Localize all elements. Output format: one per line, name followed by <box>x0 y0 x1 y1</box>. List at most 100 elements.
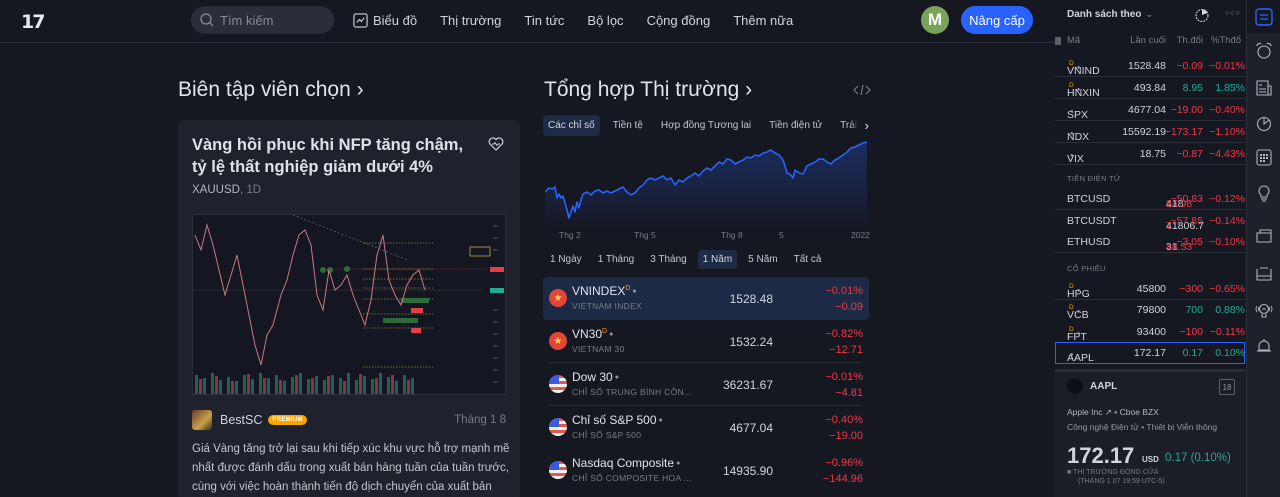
alarm-clock-icon[interactable] <box>1254 41 1274 61</box>
tradingview-logo[interactable]: 17 <box>21 11 45 33</box>
embed-code-icon[interactable] <box>853 83 871 97</box>
quote-row-dow30[interactable]: Dow 30 ● CHỈ SỐ TRUNG BÌNH CÔN... 36231.6… <box>543 363 869 406</box>
nav-more[interactable]: Thêm nữa <box>733 12 794 28</box>
quote-row-nasdaq[interactable]: Nasdaq Composite ● CHỈ SỐ COMPOSITE HOA .… <box>543 449 869 492</box>
resize-handle[interactable] <box>1055 37 1061 45</box>
apple-logo-icon <box>1067 378 1083 394</box>
vietnam-flag-icon: ★ <box>549 289 567 307</box>
more-options-icon[interactable]: ○○○ <box>1225 10 1241 17</box>
us-flag-icon <box>549 418 567 436</box>
idea-bulb-icon[interactable] <box>1254 183 1274 203</box>
editors-pick-title[interactable]: Biên tập viên chọn › <box>178 78 364 101</box>
author-name[interactable]: BestSC <box>220 413 263 427</box>
calendar-icon[interactable] <box>1254 147 1274 167</box>
range-all[interactable]: Tất cả <box>793 253 822 265</box>
svg-text:000: 000 <box>493 320 498 324</box>
quote-row-spx[interactable]: Chỉ số S&P 500 ● CHỈ SỐ S&P 500 4677.04 −… <box>543 406 869 449</box>
quote-name: VN30D ● <box>572 327 614 341</box>
top-header: 17 Biểu đồ Thị trường Tin tức Bộ lọc Cộn… <box>0 0 1055 43</box>
chat-icon[interactable] <box>1254 226 1274 246</box>
tab-indices[interactable]: Các chỉ số <box>543 114 600 136</box>
nav-chart[interactable]: Biểu đồ <box>353 13 417 28</box>
section-crypto[interactable]: TIỀN ĐIỆN TỬ <box>1067 174 1121 183</box>
range-3m[interactable]: 3 Tháng <box>650 253 687 265</box>
svg-text:000: 000 <box>493 248 498 252</box>
nav-markets[interactable]: Thị trường <box>440 12 502 28</box>
upgrade-button[interactable]: Nâng cấp <box>961 6 1033 34</box>
watchlist-row-vcb[interactable]: VCB D ● 79800 700 0.88% <box>1067 304 1245 321</box>
watchlist-row-aapl[interactable]: AAPL ● 172.17 0.17 0.10% <box>1055 342 1245 364</box>
tab-futures[interactable]: Hợp đồng Tương lai <box>660 119 752 131</box>
panel-resize-divider[interactable] <box>1055 369 1245 372</box>
quote-pct: −0.82% <box>825 328 863 340</box>
watchlist-row-hnxin[interactable]: HNXIN D ● 493.84 8.95 1.85% <box>1055 77 1245 99</box>
main-nav: Biểu đồ Thị trường Tin tức Bộ lọc Cộng đ… <box>353 0 816 40</box>
watchlist-row-btcusd[interactable]: BTCUSD 418 24.98 −50.83 −0.12% <box>1055 188 1245 210</box>
watchlist-row-ndx[interactable]: NDX ● 15592.19 −173.17 −1.10% <box>1055 121 1245 143</box>
notifications-bell-icon[interactable] <box>1254 336 1274 356</box>
nav-news[interactable]: Tin tức <box>524 12 565 28</box>
section-stocks[interactable]: CỔ PHIẾU <box>1067 264 1106 273</box>
quote-desc: CHỈ SỐ TRUNG BÌNH CÔN... <box>572 387 692 397</box>
streams-icon[interactable] <box>1254 300 1274 320</box>
range-5y[interactable]: 5 Năm <box>748 253 778 265</box>
divider <box>549 362 863 363</box>
idea-symbol-ticker: XAUUSD <box>192 184 240 196</box>
col-change-pct[interactable]: %Thđổ <box>1210 35 1241 46</box>
idea-chart-thumbnail[interactable]: 000 000 000 000 000 000 000 000 000 000 <box>192 214 506 395</box>
news-icon[interactable] <box>1254 78 1274 98</box>
nav-screeners[interactable]: Bộ lọc <box>587 12 624 28</box>
tab-crypto[interactable]: Tiền điện tử <box>769 119 823 131</box>
market-status: ■ THỊ TRƯỜNG ĐÓNG CỬA <box>1067 469 1159 476</box>
boost-heart-icon[interactable] <box>488 137 504 151</box>
watchlist-row-spx[interactable]: SPX ● 4677.04 −19.00 −0.40% <box>1055 99 1245 121</box>
watchlist-row-vnind[interactable]: VNIND D ● 1528.48 −0.09 −0.01% <box>1055 55 1245 77</box>
quote-last: 1532.24 <box>729 335 773 349</box>
svg-text:000: 000 <box>493 356 498 360</box>
author-avatar[interactable] <box>192 410 212 430</box>
search-input[interactable] <box>220 12 320 28</box>
watchlist-row-btcusdt[interactable]: BTCUSDT 41806.7 7 −57.85 −0.14% <box>1067 215 1245 232</box>
detail-sector[interactable]: Công nghệ Điện tử • Thiết bị Viễn thông <box>1067 422 1218 432</box>
detail-company[interactable]: Apple Inc ↗ • Cboe BZX <box>1067 407 1159 417</box>
symbol-detail-panel: AAPL 18 Apple Inc ↗ • Cboe BZX Công nghệ… <box>1055 372 1245 497</box>
watchlist-row-vix[interactable]: VIX ● 18.75 −0.87 −4.43% <box>1055 143 1245 165</box>
search-box[interactable] <box>191 6 334 34</box>
watchlist-row-ethusd[interactable]: ETHUSD 31 48.53 −3.05 −0.10% <box>1055 231 1245 253</box>
watchlist-title-dropdown[interactable]: Danh sách theo ⌄ <box>1067 9 1154 20</box>
quote-name: VNINDEXD ● <box>572 284 637 298</box>
advanced-view-icon[interactable] <box>1194 7 1210 23</box>
index-line-chart[interactable] <box>545 140 867 225</box>
col-change[interactable]: Th.đổi <box>1176 35 1203 46</box>
col-symbol[interactable]: Mã <box>1067 35 1081 46</box>
watchlist-row-hpg[interactable]: HPG D ● 45800 −300 −0.65% <box>1055 278 1245 300</box>
svg-text:000: 000 <box>493 308 498 312</box>
range-1d[interactable]: 1 Ngày <box>550 253 582 265</box>
detail-currency: USD <box>1142 455 1159 464</box>
nav-community[interactable]: Cộng đồng <box>646 12 711 28</box>
svg-text:000: 000 <box>493 236 498 240</box>
quote-row-vn30[interactable]: ★ VN30D ● VIETNAM 30 1532.24 −0.82% −12.7… <box>543 320 869 363</box>
x-label: 2022 <box>851 230 870 240</box>
detail-symbol[interactable]: AAPL <box>1090 381 1118 392</box>
idea-symbol[interactable]: XAUUSD, 1D <box>192 184 261 196</box>
quote-row-vnindex[interactable]: ★ VNINDEXD ● VIETNAM INDEX 1528.48 −0.01%… <box>543 277 869 320</box>
private-chat-icon[interactable] <box>1254 264 1274 284</box>
idea-card[interactable]: Vàng hồi phục khi NFP tăng chậm, tỷ lệ t… <box>178 120 520 497</box>
tab-currencies[interactable]: Tiền tệ <box>612 119 643 131</box>
pie-chart-icon[interactable] <box>1254 113 1274 133</box>
quote-last: 1528.48 <box>729 292 773 306</box>
range-1y[interactable]: 1 Năm <box>697 249 738 269</box>
detail-price: 172.17 <box>1067 443 1135 468</box>
tabs-scroll-right-button[interactable]: › <box>851 116 869 134</box>
premium-badge: PREMIUM <box>268 415 307 425</box>
range-1m[interactable]: 1 Tháng <box>597 253 635 265</box>
watchlist-row-fpt[interactable]: FPT D ● 93400 −100 −0.11% <box>1067 326 1245 343</box>
watchlist-icon[interactable] <box>1254 7 1274 27</box>
earnings-calendar-icon[interactable]: 18 <box>1219 379 1235 395</box>
user-avatar[interactable]: M <box>921 6 949 34</box>
col-last[interactable]: Lần cuối <box>1130 35 1166 46</box>
market-summary-title[interactable]: Tổng hợp Thị trường › <box>544 78 753 101</box>
quote-pct: −0.01% <box>825 371 863 383</box>
idea-headline[interactable]: Vàng hồi phục khi NFP tăng chậm, tỷ lệ t… <box>192 136 464 176</box>
